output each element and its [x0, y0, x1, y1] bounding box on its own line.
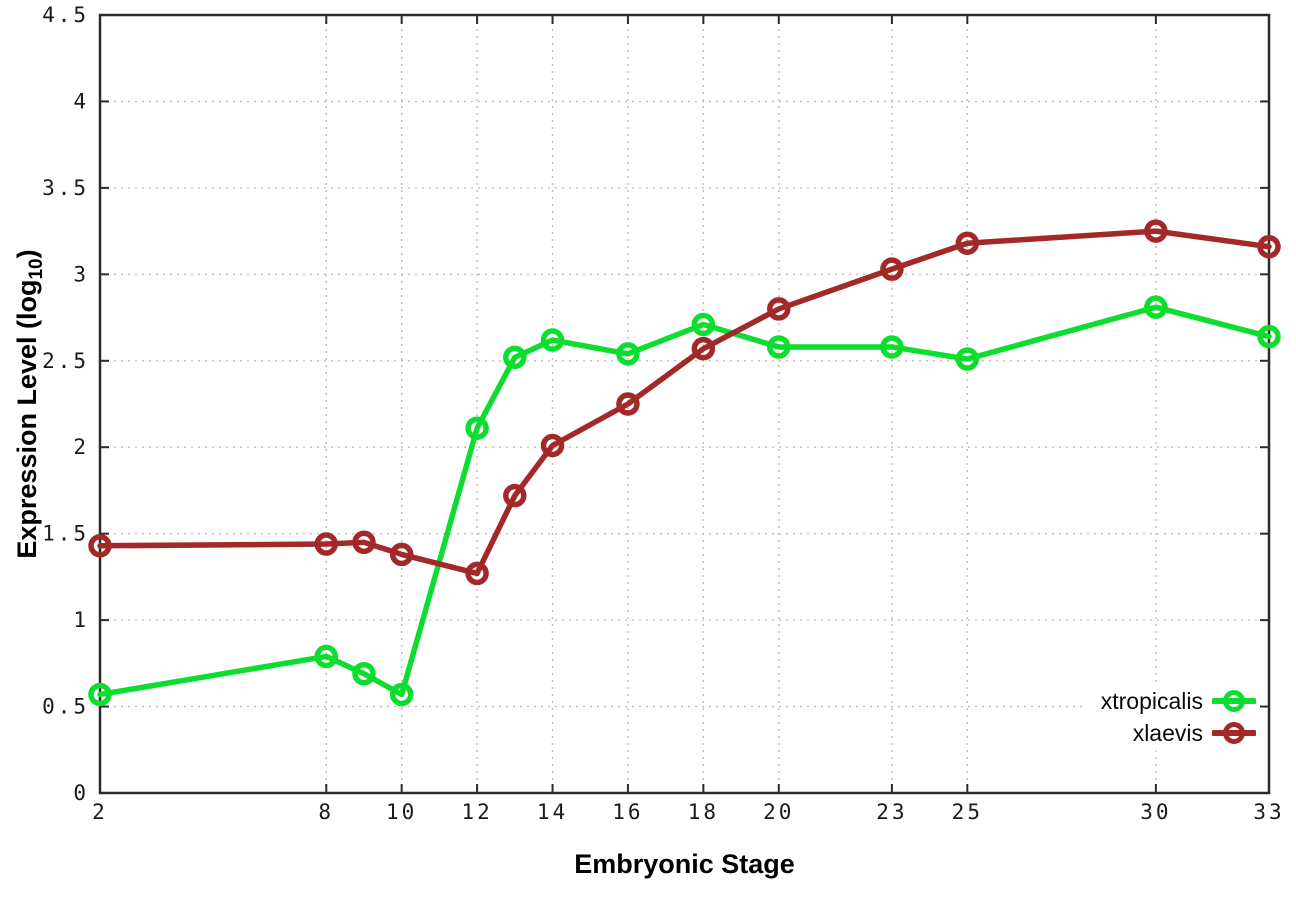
x-tick-label: 33: [1253, 800, 1284, 824]
data-point-xlaevis: [503, 483, 527, 508]
data-point-xlaevis: [767, 297, 791, 321]
data-point-xlaevis: [880, 257, 904, 281]
xlaevis-marker-icon: [1212, 720, 1256, 746]
y-tick-label: 4.5: [42, 3, 89, 27]
x-tick-label: 20: [763, 800, 794, 824]
data-point-xlaevis: [1257, 234, 1281, 259]
data-point-xtropicalis: [1257, 324, 1281, 349]
data-point-xtropicalis: [1144, 295, 1168, 319]
data-point-xtropicalis: [880, 335, 904, 359]
data-point-xtropicalis: [465, 416, 489, 440]
x-tick-label: 2: [92, 800, 108, 824]
data-point-xtropicalis: [955, 347, 980, 371]
y-tick-label: 0.5: [42, 695, 89, 719]
x-axis-title: Embryonic Stage: [574, 849, 795, 879]
data-point-xlaevis: [540, 433, 565, 458]
y-tick-label: 3.5: [42, 176, 89, 200]
plot-border: [98, 13, 1271, 795]
y-axis-title-text: Expression Level (log: [11, 279, 42, 559]
data-point-xlaevis: [314, 532, 339, 556]
x-tick-label: 8: [318, 800, 334, 824]
data-point-xlaevis: [389, 542, 414, 567]
y-axis-title-subscript: 10: [26, 258, 48, 280]
data-point-xtropicalis: [352, 661, 376, 686]
data-point-xlaevis: [691, 336, 716, 361]
x-tick-label: 16: [612, 800, 643, 824]
x-tick-label: 25: [952, 800, 983, 824]
data-point-xtropicalis: [88, 682, 112, 707]
y-tick-label: 2: [73, 435, 89, 459]
data-point-xlaevis: [352, 530, 376, 555]
legend: xtropicalis xlaevis: [1084, 683, 1258, 751]
data-point-xlaevis: [955, 231, 980, 255]
legend-label-xlaevis: xlaevis: [1132, 719, 1203, 746]
x-tick-label: 18: [688, 800, 719, 824]
data-point-xtropicalis: [616, 342, 640, 366]
x-tick-label: 12: [461, 800, 492, 824]
series-line-xlaevis: [97, 228, 1272, 577]
data-point-xlaevis: [465, 561, 489, 586]
legend-circle-sample: [1222, 721, 1245, 744]
legend-label-xtropicalis: xtropicalis: [1100, 687, 1203, 714]
xtropicalis-marker-icon: [1212, 688, 1256, 714]
data-point-xtropicalis: [389, 682, 414, 707]
y-axis-title: Expression Level (log10): [12, 249, 48, 558]
data-point-xtropicalis: [503, 345, 527, 370]
y-axis-title-close: ): [11, 249, 42, 259]
data-point-xtropicalis: [691, 312, 716, 337]
data-point-xlaevis: [1144, 219, 1168, 243]
y-tick-label: 3: [73, 262, 89, 286]
data-point-xtropicalis: [540, 328, 565, 352]
y-tick-label: 2.5: [42, 349, 89, 373]
y-tick-label: 4: [73, 89, 89, 113]
legend-item-xtropicalis: xtropicalis: [1101, 685, 1256, 717]
legend-item-xlaevis: xlaevis: [1101, 717, 1256, 749]
x-tick-label: 23: [876, 800, 907, 824]
data-point-xtropicalis: [767, 335, 791, 359]
data-point-xlaevis: [616, 392, 640, 416]
y-tick-label: 1: [73, 608, 89, 632]
x-tick-label: 30: [1140, 800, 1171, 824]
x-tick-label: 10: [386, 800, 417, 824]
y-tick-label: 1.5: [42, 522, 89, 546]
x-tick-label: 14: [537, 800, 568, 824]
legend-circle-sample: [1222, 689, 1245, 712]
data-point-xtropicalis: [314, 644, 339, 669]
data-point-xlaevis: [88, 534, 112, 558]
y-tick-label: 0: [73, 781, 89, 805]
